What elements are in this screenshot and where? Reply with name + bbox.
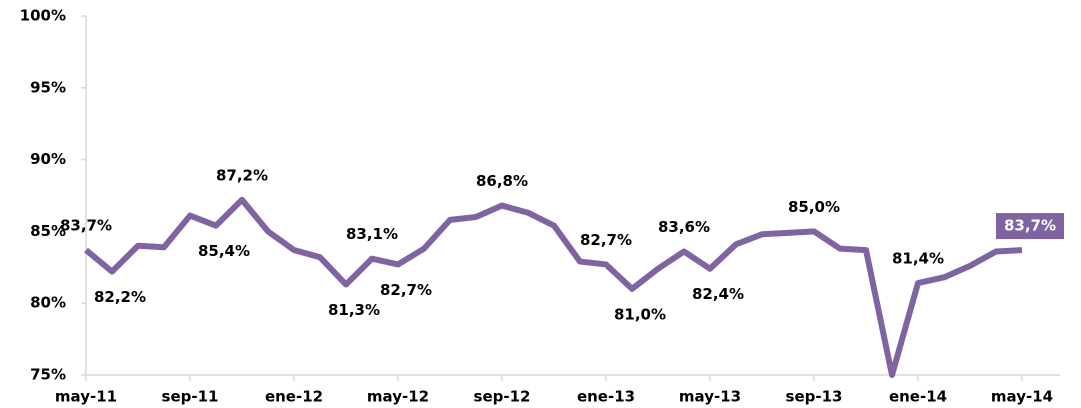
line-series — [84, 196, 1023, 378]
label-box — [996, 213, 1064, 240]
x-tick-label: may-13 — [679, 388, 741, 406]
data-label: 83,7% — [60, 217, 112, 235]
data-label: 85,0% — [788, 198, 840, 216]
data-label: 83,7% — [1004, 217, 1056, 235]
y-tick-label: 100% — [20, 7, 66, 25]
data-label: 82,2% — [94, 288, 146, 306]
data-label: 82,4% — [692, 285, 744, 303]
x-tick-label: sep-11 — [162, 388, 219, 406]
data-label: 82,7% — [580, 231, 632, 249]
y-tick-label: 85% — [30, 222, 66, 240]
x-tick-label: ene-12 — [265, 388, 323, 406]
x-tick-label: sep-12 — [474, 388, 531, 406]
y-tick-label: 80% — [30, 294, 66, 312]
data-label: 81,3% — [328, 301, 380, 319]
data-label: 85,4% — [198, 242, 250, 260]
data-label: 81,4% — [892, 250, 944, 268]
x-tick-label: may-14 — [991, 388, 1053, 406]
x-tick-label: sep-13 — [786, 388, 843, 406]
data-label: 83,1% — [346, 225, 398, 243]
data-label: 81,0% — [614, 305, 666, 323]
data-label: 86,8% — [476, 172, 528, 190]
x-tick-label: ene-13 — [577, 388, 635, 406]
x-tick-label: ene-14 — [889, 388, 947, 406]
x-tick-label: may-12 — [367, 388, 429, 406]
data-label: 87,2% — [216, 166, 268, 184]
y-tick-label: 95% — [30, 78, 66, 96]
x-tick-label: may-11 — [55, 388, 117, 406]
y-tick-label: 75% — [30, 366, 66, 384]
y-tick-label: 90% — [30, 150, 66, 168]
data-label: 82,7% — [380, 281, 432, 299]
data-label: 83,6% — [658, 218, 710, 236]
